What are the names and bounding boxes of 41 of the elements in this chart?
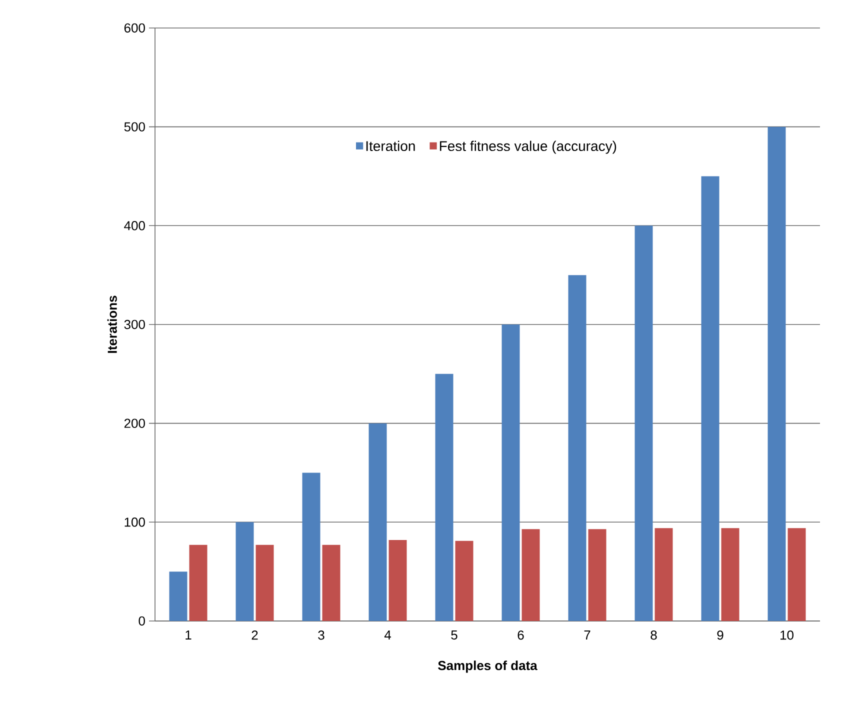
y-tick-label: 0 [138,616,145,626]
bar [502,324,520,621]
bar [654,528,673,621]
bar [189,544,208,621]
x-tick-label: 3 [318,630,324,640]
x-tick-label: 10 [780,630,794,640]
x-tick-label: 7 [584,630,590,640]
x-axis-title: Samples of data [438,660,538,673]
x-tick-label: 5 [451,630,458,640]
y-tick-label: 600 [124,23,145,33]
x-tick-label: 6 [518,630,524,640]
legend-label: Iteration [366,140,415,152]
bar [256,544,274,621]
y-tick-label: 100 [124,518,145,527]
bar [788,528,806,621]
bar [435,374,454,621]
x-tick-label: 1 [186,630,192,640]
y-tick-label: 200 [124,418,145,428]
y-axis-title: Iterations [107,296,117,353]
bar [236,522,254,621]
bar [169,572,188,621]
bar [522,529,540,621]
bar [721,528,740,621]
bar [388,540,407,621]
bar [768,126,786,621]
legend-label: Fest fitness value (accuracy) [440,140,616,154]
bar [302,472,320,621]
bar [588,529,606,621]
bar [701,176,720,621]
bar [322,544,340,621]
y-tick-label: 400 [124,221,145,230]
y-tick-label: 300 [124,320,145,330]
bar [368,423,387,621]
x-tick-label: 2 [252,630,258,640]
y-tick-label: 500 [124,122,145,132]
bar [568,275,586,621]
x-tick-label: 8 [650,630,657,640]
x-tick-label: 9 [717,630,724,640]
x-tick-label: 4 [384,630,391,640]
bar [455,540,474,621]
bar [634,226,653,621]
